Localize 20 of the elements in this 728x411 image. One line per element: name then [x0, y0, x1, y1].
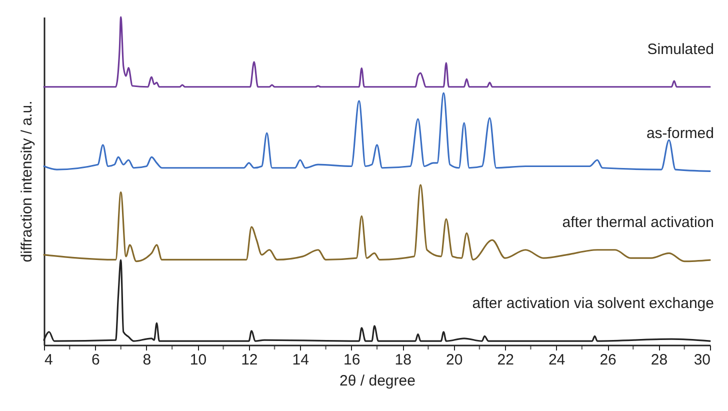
- x-tick-label: 16: [344, 352, 360, 368]
- x-tick-label: 28: [650, 352, 668, 368]
- x-axis-title: 2θ / degree: [340, 372, 416, 390]
- x-tick-label: 12: [241, 352, 258, 368]
- x-tick-label: 4: [44, 352, 53, 368]
- x-tick-label: 30: [694, 352, 710, 368]
- x-tick-label: 26: [600, 352, 616, 368]
- series-label: as-formed: [646, 125, 714, 142]
- x-tick-label: 6: [92, 352, 100, 368]
- x-tick-label: 24: [548, 352, 566, 368]
- x-tick-label: 18: [394, 352, 412, 368]
- series-label: after thermal activation: [562, 214, 714, 232]
- x-tick-label: 22: [497, 352, 514, 368]
- series-label: Simulated: [647, 40, 714, 58]
- x-tick-label: 10: [190, 352, 207, 368]
- x-tick-label: 8: [142, 352, 152, 368]
- x-tick-label: 20: [446, 352, 463, 368]
- series-label: after activation via solvent exchange: [472, 295, 714, 312]
- y-axis-title: diffraction intensity / a.u.: [18, 100, 36, 262]
- x-tick-label: 14: [292, 352, 309, 368]
